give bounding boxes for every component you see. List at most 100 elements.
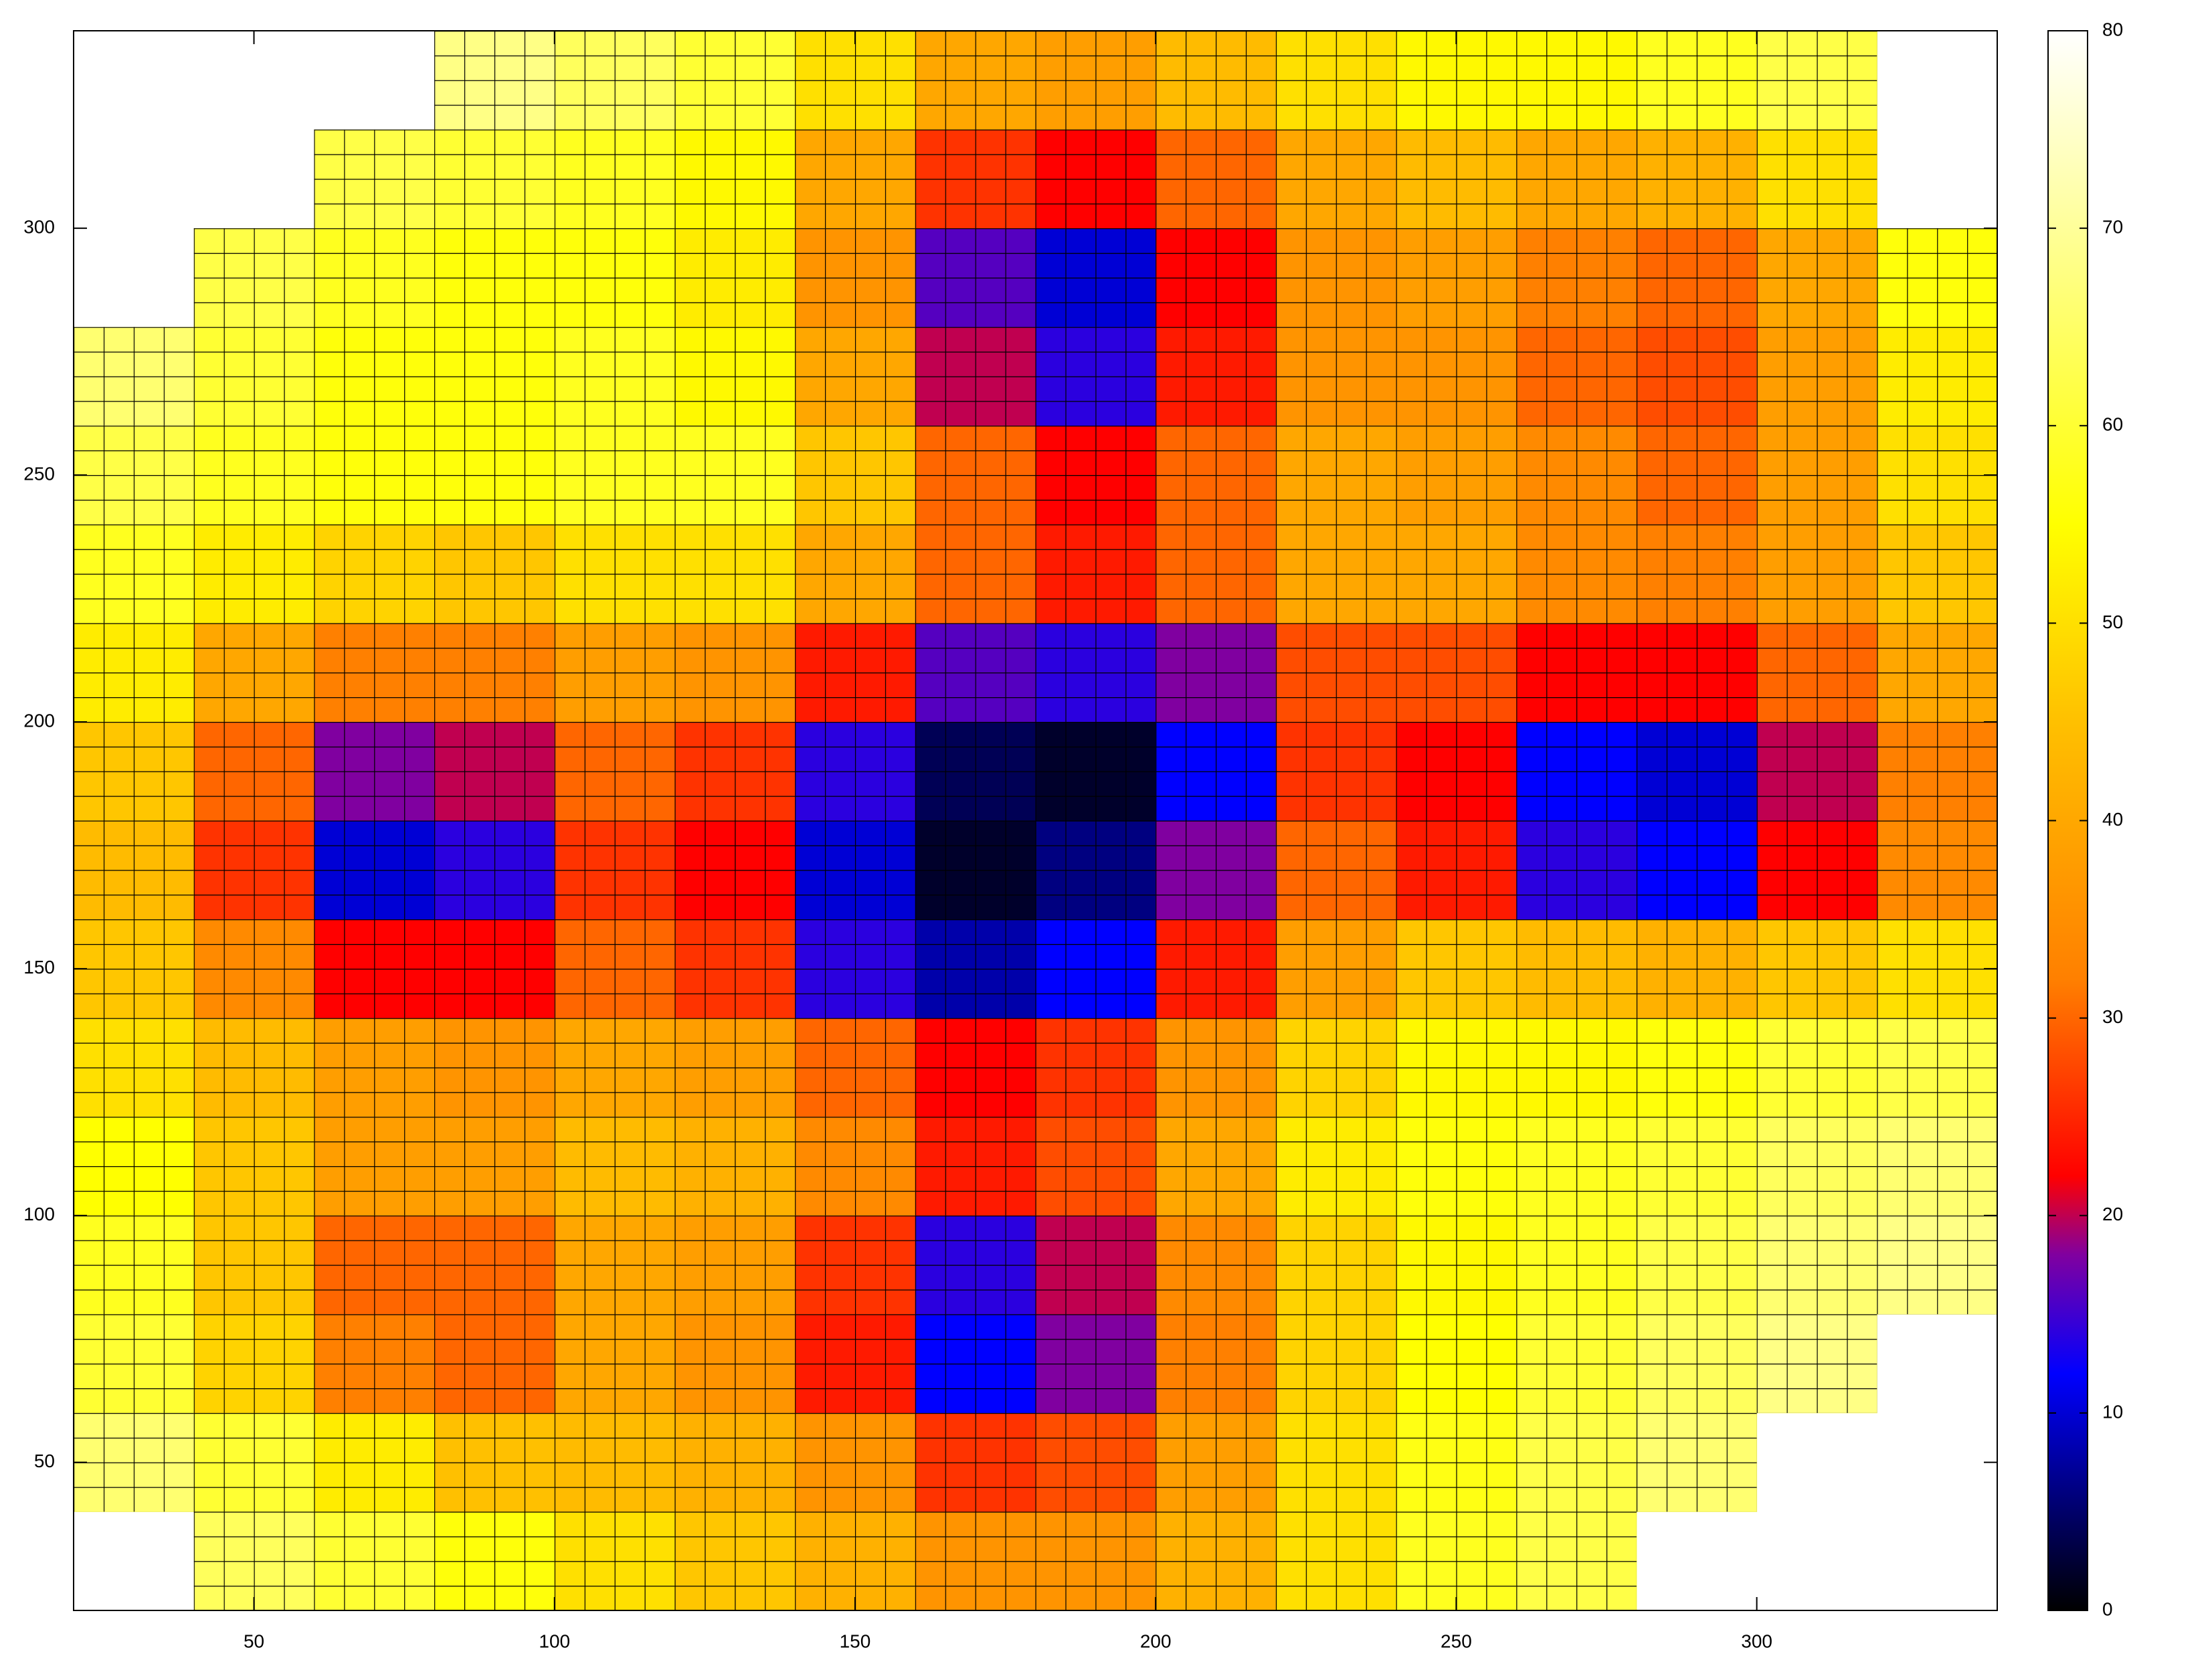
mesh xyxy=(1396,228,1517,327)
mesh xyxy=(74,426,194,525)
mesh xyxy=(1035,919,1156,1018)
mesh xyxy=(1275,524,1396,624)
mesh xyxy=(193,721,314,821)
mesh xyxy=(1275,129,1396,229)
mesh xyxy=(1156,327,1276,426)
mesh xyxy=(1156,129,1276,229)
mesh xyxy=(915,721,1036,821)
mesh xyxy=(74,1117,194,1216)
mesh xyxy=(1156,1215,1276,1315)
mesh xyxy=(1877,1018,1997,1117)
mesh xyxy=(915,1511,1036,1610)
mesh xyxy=(795,1117,915,1216)
mesh xyxy=(795,1018,915,1117)
mesh xyxy=(314,623,435,722)
mesh xyxy=(74,1215,194,1315)
mesh xyxy=(915,1412,1036,1512)
mesh xyxy=(1275,1314,1396,1413)
mesh xyxy=(74,820,194,920)
mesh xyxy=(1396,721,1517,821)
mesh xyxy=(1156,524,1276,624)
mesh xyxy=(1756,623,1877,722)
mesh xyxy=(1636,129,1757,229)
mesh xyxy=(1756,1117,1877,1216)
mesh xyxy=(74,1018,194,1117)
mesh xyxy=(674,228,796,327)
mesh xyxy=(1756,1215,1877,1315)
y-tick-label: 250 xyxy=(23,463,55,484)
mesh xyxy=(1877,228,1997,327)
mesh xyxy=(1156,623,1276,722)
mesh xyxy=(1516,1412,1637,1512)
mesh xyxy=(915,228,1036,327)
mesh xyxy=(193,426,314,525)
mesh xyxy=(554,919,675,1018)
mesh xyxy=(1275,1018,1396,1117)
mesh xyxy=(1396,1018,1517,1117)
mesh xyxy=(915,1215,1036,1315)
mesh xyxy=(434,426,555,525)
y-tick-label: 300 xyxy=(23,217,55,238)
mesh xyxy=(1156,228,1276,327)
mesh xyxy=(554,1018,675,1117)
mesh xyxy=(1756,524,1877,624)
mesh xyxy=(1275,228,1396,327)
mesh xyxy=(1035,1412,1156,1512)
mesh xyxy=(1756,820,1877,920)
mesh xyxy=(193,1018,314,1117)
mesh xyxy=(554,1215,675,1315)
mesh xyxy=(1035,1511,1156,1610)
mesh xyxy=(1756,228,1877,327)
mesh xyxy=(1516,623,1637,722)
mesh xyxy=(1035,426,1156,525)
mesh xyxy=(674,820,796,920)
mesh xyxy=(193,1215,314,1315)
mesh xyxy=(674,129,796,229)
mesh xyxy=(314,721,435,821)
mesh xyxy=(1756,31,1877,130)
mesh xyxy=(1035,1314,1156,1413)
mesh xyxy=(1396,426,1517,525)
mesh xyxy=(434,129,555,229)
mesh xyxy=(795,919,915,1018)
mesh xyxy=(674,327,796,426)
mesh xyxy=(1156,919,1276,1018)
mesh xyxy=(434,1314,555,1413)
mesh xyxy=(674,1117,796,1216)
x-tick-label: 100 xyxy=(539,1631,570,1651)
mesh xyxy=(1396,1511,1517,1610)
mesh xyxy=(193,1412,314,1512)
mesh xyxy=(1156,426,1276,525)
mesh xyxy=(795,524,915,624)
mesh xyxy=(915,129,1036,229)
mesh xyxy=(193,1117,314,1216)
mesh xyxy=(1516,919,1637,1018)
mesh xyxy=(314,524,435,624)
mesh xyxy=(1396,1215,1517,1315)
mesh xyxy=(1636,1412,1757,1512)
mesh xyxy=(1035,129,1156,229)
mesh xyxy=(193,1511,314,1610)
mesh xyxy=(1636,919,1757,1018)
mesh xyxy=(1275,426,1396,525)
x-tick-label: 200 xyxy=(1140,1631,1172,1651)
mesh xyxy=(1156,31,1276,130)
mesh xyxy=(434,228,555,327)
mesh xyxy=(915,1018,1036,1117)
mesh xyxy=(434,327,555,426)
mesh xyxy=(1275,1215,1396,1315)
mesh xyxy=(554,524,675,624)
mesh xyxy=(674,1314,796,1413)
mesh xyxy=(1396,820,1517,920)
mesh xyxy=(915,31,1036,130)
mesh xyxy=(1156,820,1276,920)
mesh xyxy=(434,623,555,722)
mesh xyxy=(1516,524,1637,624)
mesh xyxy=(1756,1314,1877,1413)
colorbar-tick-label: 50 xyxy=(2102,612,2123,632)
mesh xyxy=(1275,623,1396,722)
mesh xyxy=(1636,1215,1757,1315)
mesh xyxy=(1396,1412,1517,1512)
mesh xyxy=(1516,31,1637,130)
